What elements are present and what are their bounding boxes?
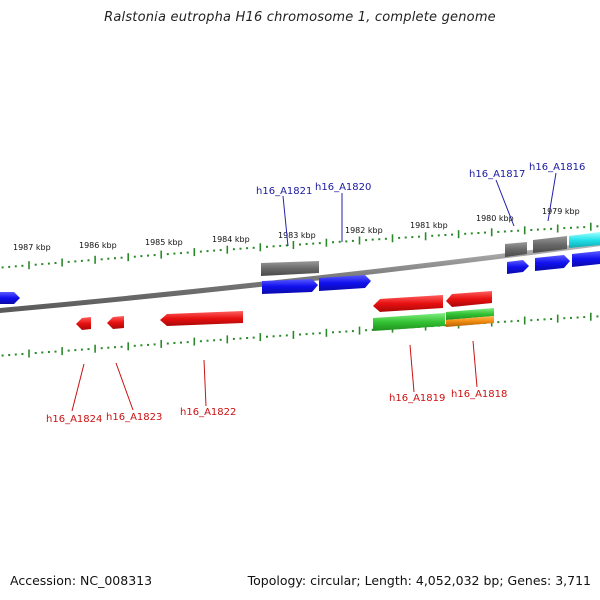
scale-label-1979: 1979 kbp bbox=[542, 207, 580, 216]
callout-line bbox=[472, 340, 478, 388]
gene-arrow-reverse[interactable] bbox=[373, 295, 443, 312]
misc-feature-cyan[interactable] bbox=[569, 232, 600, 248]
callout-line bbox=[203, 359, 207, 407]
scale-label-1987: 1987 kbp bbox=[13, 243, 51, 252]
callout-line bbox=[282, 195, 289, 247]
gene-arrow-forward[interactable] bbox=[262, 279, 318, 294]
gene-arrow-reverse[interactable] bbox=[446, 291, 492, 307]
scale-label-1986: 1986 kbp bbox=[79, 241, 117, 250]
callout-line bbox=[495, 179, 515, 227]
rna-feature[interactable] bbox=[505, 242, 527, 257]
scale-label-1980: 1980 kbp bbox=[476, 214, 514, 223]
gene-arrow-reverse[interactable] bbox=[76, 317, 91, 330]
gene-label-h16-a1817[interactable]: h16_A1817 bbox=[469, 169, 525, 180]
gene-arrow-forward[interactable] bbox=[535, 255, 570, 271]
gene-label-h16-a1823[interactable]: h16_A1823 bbox=[106, 412, 162, 423]
gene-label-h16-a1819[interactable]: h16_A1819 bbox=[389, 393, 445, 404]
gene-arrow-forward[interactable] bbox=[572, 251, 600, 267]
callout-line bbox=[115, 362, 134, 411]
scale-label-1983: 1983 kbp bbox=[278, 231, 316, 240]
gene-label-h16-a1822[interactable]: h16_A1822 bbox=[180, 407, 236, 418]
gene-label-h16-a1818[interactable]: h16_A1818 bbox=[451, 389, 507, 400]
callout-line bbox=[71, 363, 85, 412]
map-title: Ralstonia eutropha H16 chromosome 1, com… bbox=[104, 10, 496, 25]
gene-label-h16-a1816[interactable]: h16_A1816 bbox=[529, 162, 585, 173]
scale-label-1982: 1982 kbp bbox=[345, 226, 383, 235]
rna-feature[interactable] bbox=[533, 236, 567, 253]
callout-line bbox=[409, 344, 415, 393]
gene-arrow-reverse[interactable] bbox=[160, 311, 243, 326]
gene-label-h16-a1821[interactable]: h16_A1821 bbox=[256, 186, 312, 197]
gene-arrow-forward[interactable] bbox=[319, 275, 371, 291]
callout-line bbox=[547, 172, 557, 222]
gene-arrow-reverse[interactable] bbox=[107, 316, 124, 329]
rna-feature[interactable] bbox=[261, 261, 319, 276]
gene-arrow-forward[interactable] bbox=[0, 292, 20, 304]
cds-feature-orange[interactable] bbox=[446, 316, 494, 327]
scale-label-1981: 1981 kbp bbox=[410, 221, 448, 230]
cds-feature-green[interactable] bbox=[373, 313, 445, 331]
accession-label: Accession: NC_008313 bbox=[10, 573, 153, 588]
inner-scale-ticks bbox=[1, 312, 599, 358]
gene-arrow-forward[interactable] bbox=[507, 260, 529, 274]
gene-label-h16-a1824[interactable]: h16_A1824 bbox=[46, 414, 102, 425]
scale-label-1984: 1984 kbp bbox=[212, 235, 250, 244]
genome-stats-label: Topology: circular; Length: 4,052,032 bp… bbox=[247, 573, 591, 588]
gene-label-h16-a1820[interactable]: h16_A1820 bbox=[315, 182, 371, 193]
outer-scale-ticks bbox=[1, 222, 599, 270]
scale-label-1985: 1985 kbp bbox=[145, 238, 183, 247]
